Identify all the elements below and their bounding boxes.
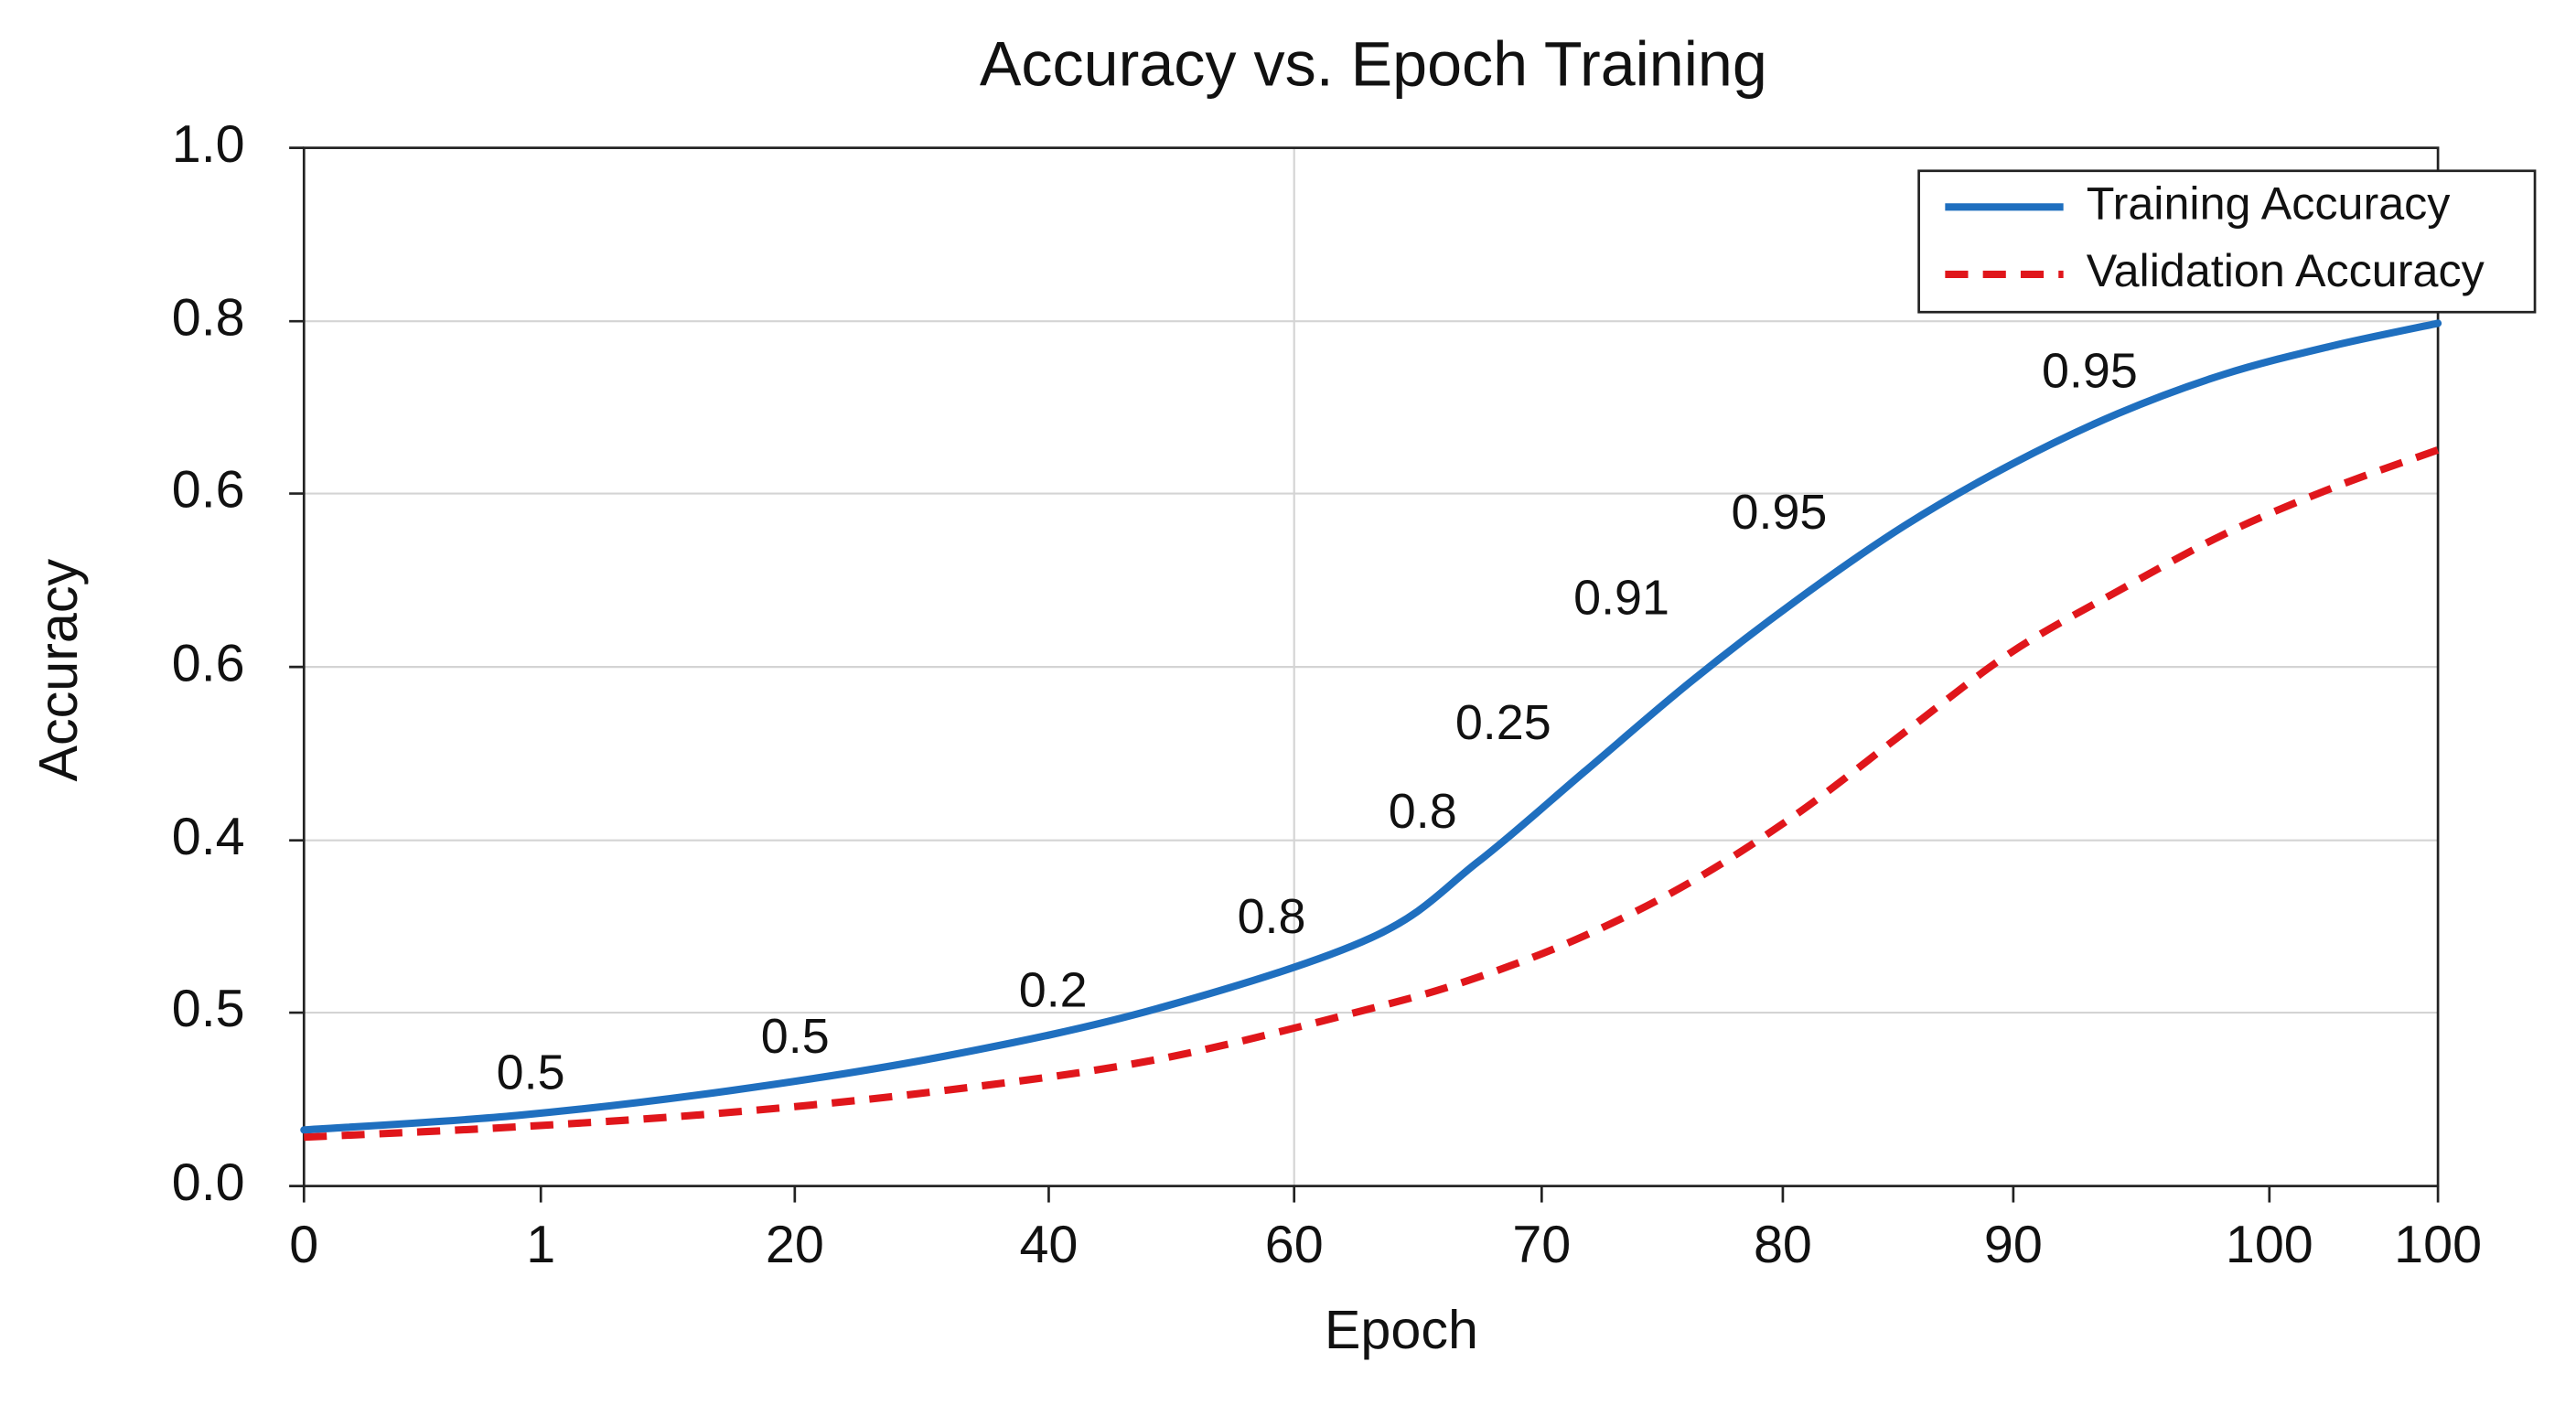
- legend: Training Accuracy Validation Accuracy: [1917, 169, 2537, 314]
- x-tick-label: 60: [1265, 1216, 1324, 1274]
- annotation: 0.91: [1573, 571, 1669, 626]
- x-axis-label: Epoch: [1325, 1299, 1478, 1360]
- y-tick-label: 0.0: [172, 1153, 245, 1212]
- annotation: 0.5: [497, 1046, 565, 1100]
- annotation: 0.95: [2042, 344, 2138, 399]
- annotation: 0.25: [1455, 695, 1551, 750]
- x-tick-label: 20: [766, 1216, 824, 1274]
- x-tick-label: 80: [1754, 1216, 1812, 1274]
- x-tick-label: 70: [1512, 1216, 1571, 1274]
- y-tick-label: 0.6: [172, 634, 245, 692]
- y-axis-label: Accuracy: [27, 559, 89, 782]
- annotation: 0.95: [1732, 485, 1828, 540]
- annotation: 0.2: [1019, 963, 1088, 1018]
- annotation: 0.5: [761, 1009, 830, 1064]
- x-tick-label: 90: [1984, 1216, 2043, 1274]
- legend-label: Training Accuracy: [2087, 177, 2451, 230]
- series-line: [304, 446, 2440, 1142]
- y-tick-label: 1.0: [172, 115, 245, 174]
- plot-frame: [302, 146, 2440, 1187]
- x-tick-label: 1: [526, 1216, 555, 1274]
- x-tick-label: 100: [2394, 1216, 2482, 1274]
- legend-box: [1917, 169, 2537, 314]
- y-tick-label: 0.8: [172, 288, 245, 347]
- annotation: 0.8: [1238, 889, 1306, 944]
- series-line: [300, 319, 2442, 1134]
- chart-title: Accuracy vs. Epoch Training: [980, 29, 1767, 99]
- x-tick-label: 40: [1019, 1216, 1078, 1274]
- y-tick-label: 0.6: [172, 461, 245, 520]
- legend-label: Validation Accuracy: [2087, 244, 2485, 296]
- y-tick-label: 0.4: [172, 808, 245, 866]
- y-tick-label: 0.5: [172, 980, 245, 1038]
- annotation: 0.8: [1389, 784, 1457, 839]
- x-tick-label: 100: [2226, 1216, 2313, 1274]
- x-tick-label: 0: [289, 1216, 318, 1274]
